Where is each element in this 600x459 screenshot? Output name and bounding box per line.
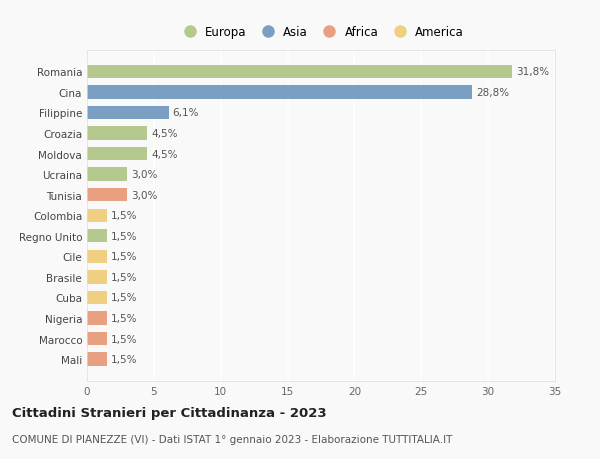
Bar: [87, 168, 127, 181]
Text: COMUNE DI PIANEZZE (VI) - Dati ISTAT 1° gennaio 2023 - Elaborazione TUTTITALIA.I: COMUNE DI PIANEZZE (VI) - Dati ISTAT 1° …: [12, 434, 452, 444]
Text: 1,5%: 1,5%: [111, 334, 137, 344]
Text: Cittadini Stranieri per Cittadinanza - 2023: Cittadini Stranieri per Cittadinanza - 2…: [12, 406, 326, 419]
Bar: [87, 291, 107, 304]
Text: 3,0%: 3,0%: [131, 190, 158, 200]
Bar: [87, 127, 147, 140]
Text: 28,8%: 28,8%: [476, 88, 509, 98]
Bar: [87, 250, 107, 263]
Bar: [87, 209, 107, 223]
Bar: [87, 86, 472, 99]
Bar: [87, 147, 147, 161]
Text: 31,8%: 31,8%: [516, 67, 550, 77]
Text: 1,5%: 1,5%: [111, 354, 137, 364]
Legend: Europa, Asia, Africa, America: Europa, Asia, Africa, America: [176, 23, 466, 41]
Bar: [87, 189, 127, 202]
Text: 4,5%: 4,5%: [151, 129, 178, 139]
Bar: [87, 106, 169, 120]
Text: 1,5%: 1,5%: [111, 231, 137, 241]
Bar: [87, 230, 107, 243]
Text: 3,0%: 3,0%: [131, 170, 158, 180]
Text: 1,5%: 1,5%: [111, 211, 137, 221]
Text: 6,1%: 6,1%: [173, 108, 199, 118]
Text: 1,5%: 1,5%: [111, 272, 137, 282]
Text: 1,5%: 1,5%: [111, 293, 137, 303]
Bar: [87, 332, 107, 346]
Bar: [87, 353, 107, 366]
Text: 1,5%: 1,5%: [111, 313, 137, 323]
Text: 4,5%: 4,5%: [151, 149, 178, 159]
Text: 1,5%: 1,5%: [111, 252, 137, 262]
Bar: [87, 66, 512, 79]
Bar: [87, 271, 107, 284]
Bar: [87, 312, 107, 325]
